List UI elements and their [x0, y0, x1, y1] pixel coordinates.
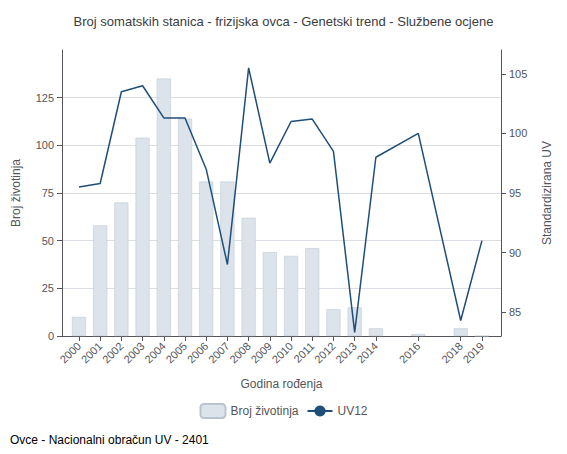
svg-text:UV12: UV12	[338, 404, 368, 418]
svg-text:Broj životinja: Broj životinja	[230, 404, 298, 418]
svg-text:105: 105	[509, 68, 527, 80]
svg-text:100: 100	[36, 139, 54, 151]
svg-text:2009: 2009	[248, 340, 274, 366]
svg-text:0: 0	[48, 330, 54, 342]
svg-text:Ovce - Nacionalni obračun UV -: Ovce - Nacionalni obračun UV - 2401	[10, 433, 209, 447]
svg-text:Standardizirana UV: Standardizirana UV	[540, 141, 554, 245]
svg-text:2008: 2008	[227, 340, 253, 366]
svg-text:125: 125	[36, 92, 54, 104]
svg-text:2004: 2004	[142, 340, 168, 366]
svg-text:2005: 2005	[163, 340, 189, 366]
svg-text:90: 90	[509, 247, 521, 259]
svg-text:85: 85	[509, 306, 521, 318]
svg-text:2000: 2000	[57, 340, 83, 366]
svg-text:2013: 2013	[333, 340, 359, 366]
svg-text:2018: 2018	[439, 340, 465, 366]
svg-text:50: 50	[42, 235, 54, 247]
svg-text:Broj životinja: Broj životinja	[9, 159, 23, 227]
svg-text:2011: 2011	[291, 340, 316, 365]
svg-text:2012: 2012	[312, 340, 338, 366]
svg-text:2001: 2001	[79, 340, 105, 366]
svg-text:Godina rođenja: Godina rođenja	[240, 377, 322, 391]
svg-text:Broj somatskih stanica - frizi: Broj somatskih stanica - frizijska ovca …	[74, 14, 494, 29]
svg-text:75: 75	[42, 187, 54, 199]
svg-text:2003: 2003	[121, 340, 147, 366]
svg-text:2014: 2014	[354, 340, 380, 366]
svg-text:2006: 2006	[185, 340, 211, 366]
svg-text:2019: 2019	[460, 340, 486, 366]
svg-text:2007: 2007	[206, 340, 232, 366]
svg-text:2010: 2010	[270, 340, 296, 366]
svg-text:95: 95	[509, 187, 521, 199]
svg-text:100: 100	[509, 127, 527, 139]
svg-text:25: 25	[42, 282, 54, 294]
svg-text:2002: 2002	[100, 340, 126, 366]
svg-text:2016: 2016	[397, 340, 423, 366]
